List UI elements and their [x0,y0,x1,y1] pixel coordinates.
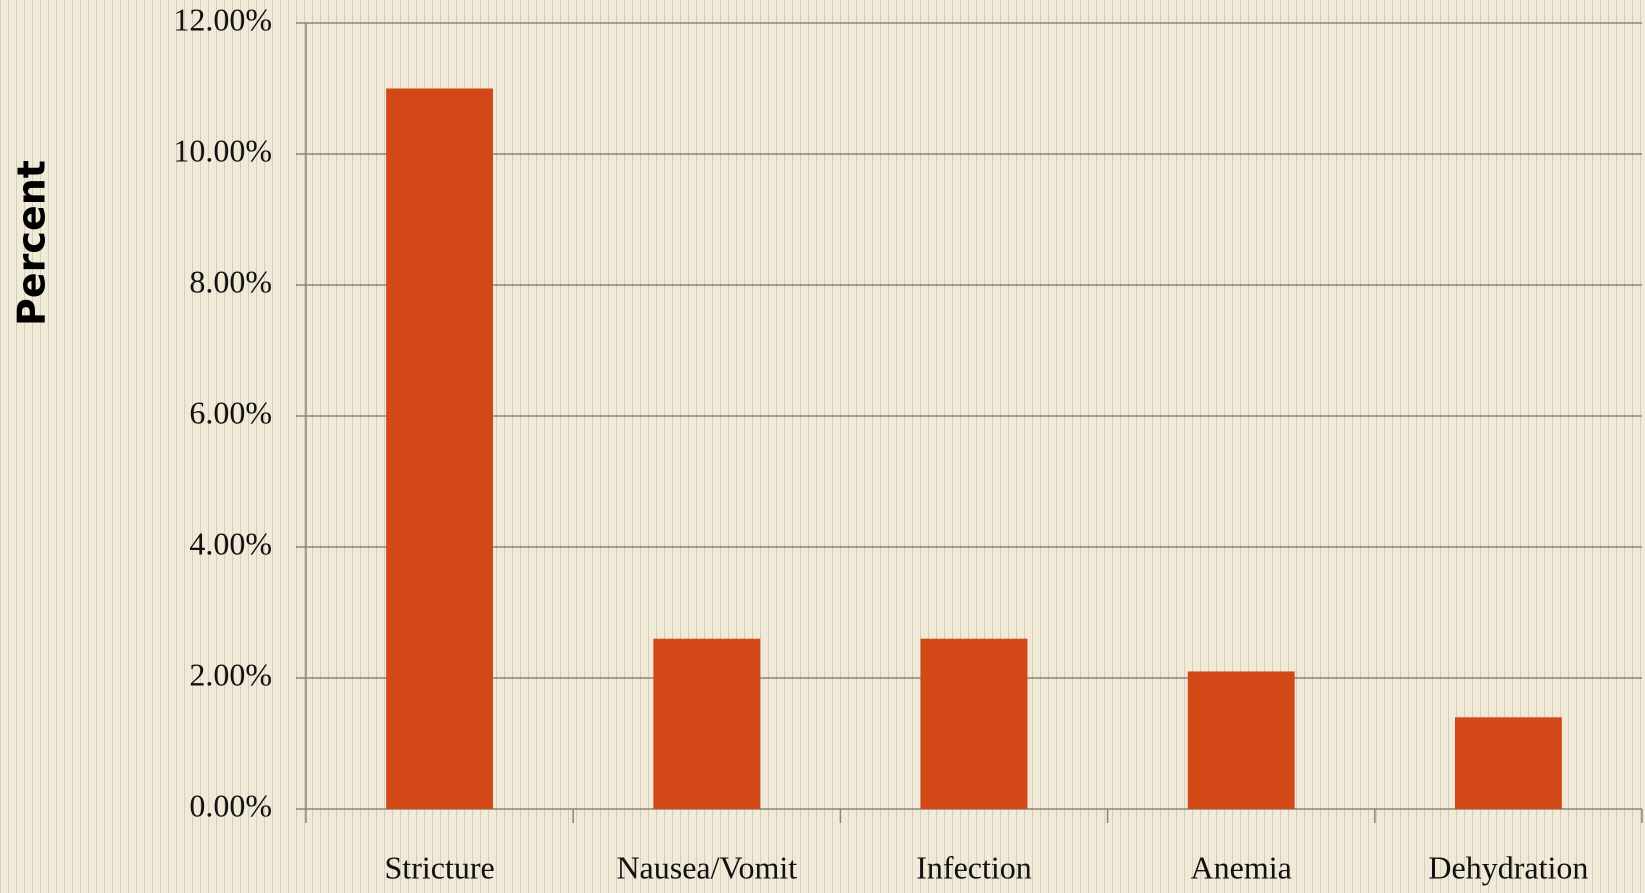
bar [653,638,761,809]
y-tick-label: 12.00% [173,1,272,37]
x-tick-label: Dehydration [1428,849,1588,885]
y-axis-title: Percent [10,160,54,326]
y-tick-label: 10.00% [173,132,272,168]
x-tick-label: Infection [916,849,1032,885]
bar [386,88,494,809]
bar [1454,717,1562,809]
y-tick-label: 2.00% [189,656,272,692]
y-tick-label: 8.00% [189,263,272,299]
x-tick-label: Nausea/Vomit [616,849,797,885]
bar [1187,671,1295,809]
y-tick-label: 6.00% [189,394,272,430]
bar [920,638,1028,809]
y-tick-label: 4.00% [189,525,272,561]
x-tick-label: Stricture [385,849,495,885]
y-tick-label: 0.00% [189,787,272,823]
x-tick-label: Anemia [1191,849,1292,885]
